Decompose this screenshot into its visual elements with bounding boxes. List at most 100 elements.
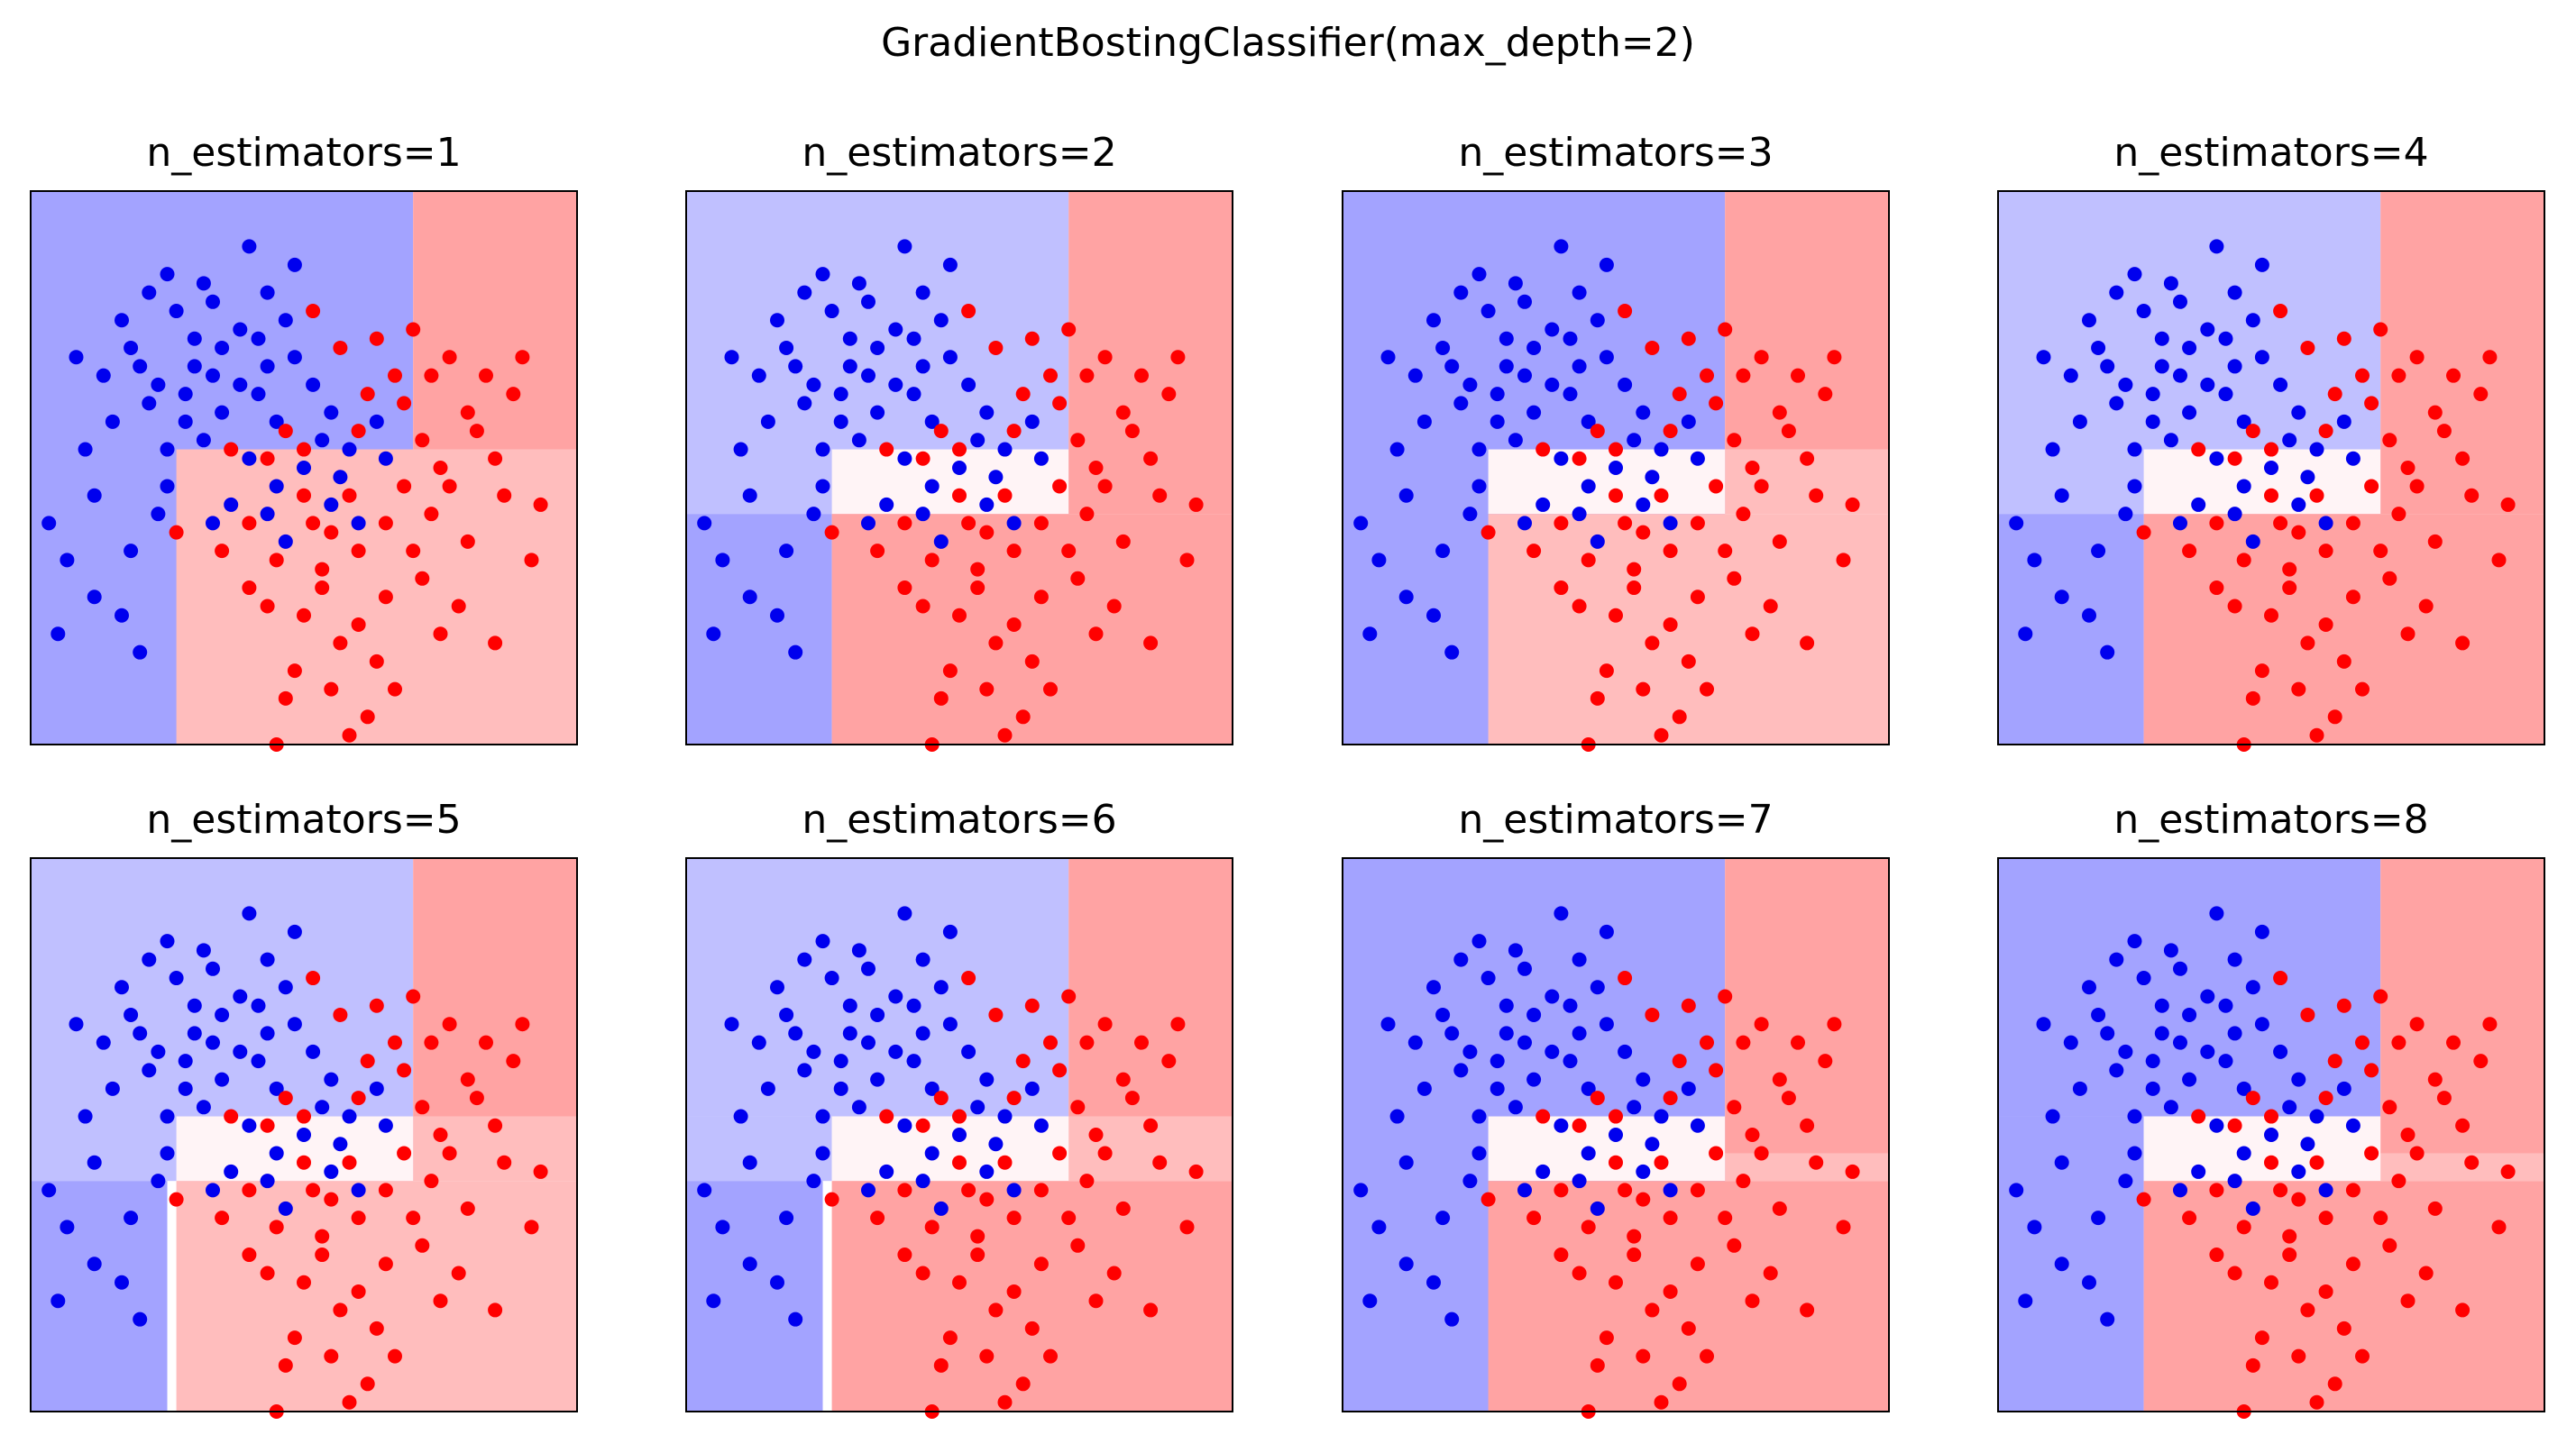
blue-point (1581, 1146, 1596, 1161)
red-point (933, 1357, 949, 1373)
red-point (2236, 553, 2251, 568)
red-point (1700, 1035, 1714, 1050)
blue-point (1517, 1183, 1532, 1198)
blue-point (1609, 1128, 1623, 1142)
axes-frame (1997, 190, 2545, 745)
red-point (1134, 368, 1149, 383)
blue-point (797, 1063, 812, 1078)
blue-point (870, 340, 885, 355)
subplot-panel (30, 190, 578, 752)
blue-point (2291, 1164, 2306, 1179)
decision-region (831, 449, 1069, 515)
red-point (297, 1275, 311, 1290)
blue-point (2109, 285, 2124, 300)
axes-frame (30, 190, 578, 745)
blue-point (133, 359, 148, 374)
blue-point (315, 1100, 330, 1115)
red-point (2318, 424, 2333, 439)
blue-point (1490, 1081, 1505, 1096)
blue-point (151, 507, 166, 522)
red-point (2373, 544, 2388, 559)
blue-point (1462, 377, 1478, 392)
decision-region (2143, 514, 2544, 745)
blue-point (2200, 377, 2215, 392)
red-point (2373, 989, 2388, 1004)
red-point (952, 1155, 967, 1170)
red-point (2182, 544, 2197, 559)
red-point (369, 998, 384, 1013)
blue-point (333, 1137, 348, 1152)
decision-region (2143, 1181, 2544, 1412)
blue-point (260, 952, 275, 967)
blue-point (115, 608, 129, 623)
blue-point (187, 359, 202, 374)
red-point (1572, 599, 1587, 614)
subplot-title: n_estimators=6 (802, 797, 1117, 843)
blue-point (124, 340, 139, 355)
blue-point (1563, 331, 1578, 346)
red-point (970, 1248, 985, 1263)
blue-point (1590, 313, 1605, 328)
blue-point (133, 1026, 148, 1041)
blue-point (2163, 433, 2178, 448)
blue-point (1353, 516, 1369, 531)
blue-point (770, 980, 784, 995)
blue-point (1508, 276, 1523, 291)
red-point (2300, 340, 2315, 355)
blue-point (142, 396, 157, 411)
red-point (870, 544, 885, 559)
red-point (1800, 451, 1815, 466)
blue-point (206, 516, 220, 531)
red-point (397, 396, 412, 411)
red-point (1690, 1257, 1705, 1272)
blue-point (724, 350, 739, 365)
red-point (1481, 525, 1496, 540)
red-point (2209, 516, 2224, 531)
blue-point (2291, 497, 2306, 512)
red-point (378, 516, 393, 531)
blue-point (1572, 285, 1587, 300)
red-point (2455, 451, 2471, 466)
red-point (1618, 971, 1633, 986)
blue-point (924, 479, 940, 494)
decision-region (1488, 449, 1726, 515)
red-point (1672, 1054, 1687, 1069)
red-point (1727, 1100, 1742, 1115)
red-point (1554, 1248, 1569, 1263)
blue-point (151, 1044, 166, 1059)
blue-point (2245, 980, 2260, 995)
red-point (297, 488, 311, 503)
blue-point (233, 377, 248, 392)
blue-point (1599, 1017, 1614, 1032)
red-point (1609, 1275, 1623, 1290)
blue-point (178, 1054, 193, 1069)
red-point (2300, 1302, 2315, 1318)
blue-point (269, 1146, 284, 1161)
red-point (2245, 690, 2260, 706)
red-point (1070, 433, 1086, 448)
blue-point (2236, 479, 2251, 494)
blue-point (2336, 414, 2351, 429)
red-point (1700, 368, 1714, 383)
blue-point (815, 442, 830, 457)
decision-region (1068, 858, 1233, 1117)
blue-point (1636, 405, 1651, 420)
blue-point (979, 1164, 995, 1179)
blue-point (2173, 368, 2187, 383)
red-point (287, 1330, 302, 1346)
red-point (961, 516, 976, 531)
blue-point (1654, 1109, 1669, 1124)
blue-point (1398, 488, 1414, 503)
red-point (1654, 1155, 1669, 1170)
blue-point (2173, 516, 2187, 531)
blue-point (2291, 405, 2306, 420)
red-point (1097, 350, 1113, 365)
blue-point (2009, 516, 2024, 531)
blue-point (797, 952, 812, 967)
decision-region (1725, 858, 1889, 1154)
blue-point (979, 497, 995, 512)
blue-point (2173, 961, 2187, 976)
red-point (242, 516, 257, 531)
red-point (1052, 396, 1068, 411)
red-point (988, 635, 1004, 651)
